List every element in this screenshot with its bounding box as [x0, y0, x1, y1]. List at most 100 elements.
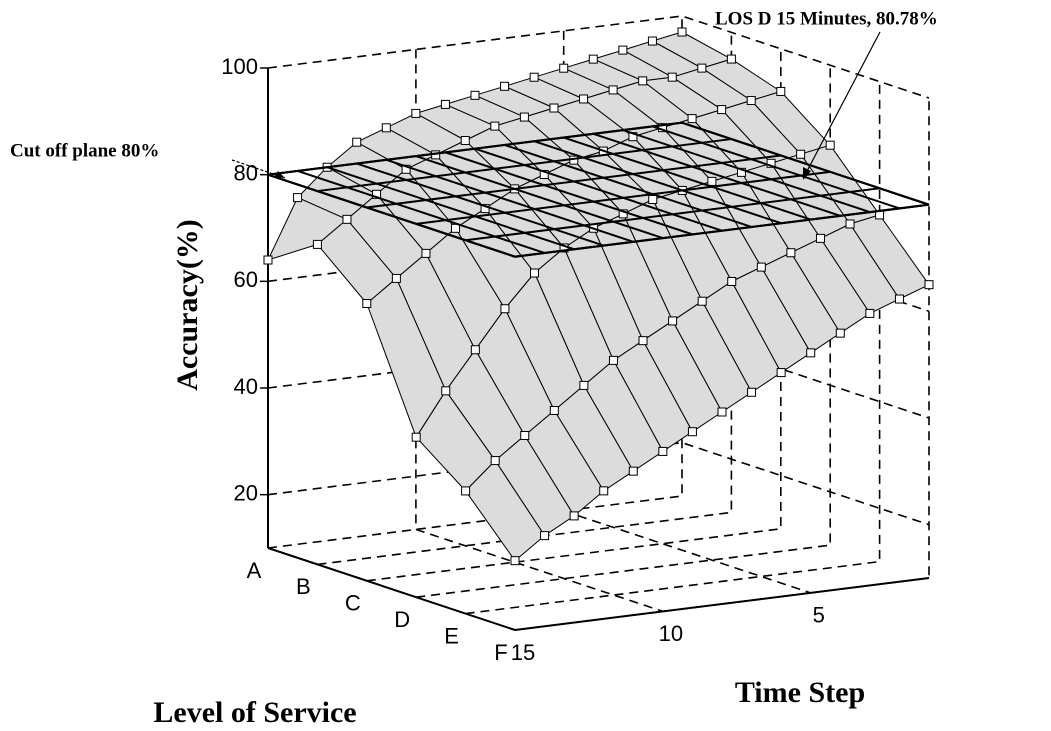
plane-grid	[504, 144, 752, 228]
data-point	[697, 296, 707, 306]
arrow-head	[274, 171, 285, 178]
data-point	[490, 121, 500, 131]
plane-grid	[415, 155, 664, 240]
plane-grid	[622, 129, 871, 214]
data-point	[588, 54, 598, 64]
data-point	[736, 167, 746, 177]
data-point	[401, 164, 411, 174]
data-point	[549, 103, 559, 113]
data-point	[411, 432, 421, 442]
z-axis-label: Accuracy(%)	[171, 219, 204, 391]
data-point	[608, 355, 618, 365]
data-point	[747, 387, 757, 397]
data-point	[825, 140, 835, 150]
data-point	[796, 149, 806, 159]
data-point	[618, 45, 628, 55]
data-point	[746, 96, 756, 106]
data-point	[451, 223, 461, 233]
annotation: Cut off plane 80%	[10, 140, 159, 161]
y-tick-label: B	[296, 574, 311, 599]
data-point	[529, 268, 539, 278]
data-point	[717, 407, 727, 417]
data-point	[806, 348, 816, 358]
data-point	[677, 27, 687, 37]
x-axis-label: Time Step	[735, 676, 865, 709]
data-point	[579, 380, 589, 390]
data-point	[776, 368, 786, 378]
z-tick-label: 20	[234, 480, 258, 505]
data-point	[697, 63, 707, 73]
data-point	[845, 219, 855, 229]
data-point	[372, 189, 382, 199]
y-tick-label: A	[247, 558, 262, 583]
data-point	[608, 85, 618, 95]
data-point	[756, 262, 766, 272]
data-point	[766, 158, 776, 168]
data-point	[894, 294, 904, 304]
plane-grid	[385, 158, 634, 243]
data-point	[421, 248, 431, 258]
data-point	[540, 531, 550, 541]
data-point	[500, 81, 510, 91]
data-point	[687, 114, 697, 124]
data-point	[628, 466, 638, 476]
data-point	[263, 255, 273, 265]
plane-grid	[326, 166, 575, 251]
data-point	[924, 280, 934, 290]
plane-grid	[533, 140, 782, 225]
z-tick-label: 40	[234, 374, 258, 399]
data-point	[786, 248, 796, 258]
data-point	[815, 233, 825, 243]
plane-grid	[592, 132, 841, 217]
arrow-head	[803, 167, 811, 180]
data-point	[776, 86, 786, 96]
z-tick-label: 60	[234, 267, 258, 292]
grid-line	[267, 441, 930, 526]
data-point	[381, 123, 391, 133]
data-point	[648, 194, 658, 204]
data-point	[727, 277, 737, 287]
grid-line	[267, 15, 930, 99]
data-point	[519, 112, 529, 122]
data-point	[529, 72, 539, 82]
z-tick-label: 80	[234, 160, 258, 185]
plane-grid	[267, 173, 516, 258]
data-point	[362, 298, 372, 308]
data-point	[618, 209, 628, 219]
data-point	[658, 446, 668, 456]
data-point	[865, 308, 875, 318]
data-point	[687, 427, 697, 437]
y-tick-label: E	[444, 623, 459, 648]
plane-grid	[356, 162, 605, 247]
y-tick-label: D	[394, 607, 410, 632]
annotation: LOS D 15 Minutes, 80.78%	[715, 8, 938, 29]
data-point	[549, 405, 559, 415]
data-point	[352, 137, 362, 147]
data-point	[539, 170, 549, 180]
data-point	[312, 239, 322, 249]
data-point	[440, 99, 450, 109]
plane-grid	[445, 151, 693, 236]
data-point	[470, 90, 480, 100]
data-point	[638, 336, 648, 346]
data-point	[510, 556, 520, 566]
y-tick-label: C	[345, 591, 361, 616]
data-point	[559, 63, 569, 73]
data-point	[490, 456, 500, 466]
data-point	[638, 76, 648, 86]
data-point	[342, 214, 352, 224]
data-point	[391, 273, 401, 283]
plane-grid	[681, 121, 930, 206]
data-point	[411, 108, 421, 118]
data-point	[480, 204, 490, 214]
data-point	[460, 135, 470, 145]
plane-grid	[297, 170, 545, 254]
axis-line	[267, 547, 516, 631]
data-point	[441, 386, 451, 396]
data-point	[569, 511, 579, 521]
axis-line	[514, 577, 930, 631]
data-point	[470, 345, 480, 355]
data-point	[293, 193, 303, 203]
z-tick-label: 100	[221, 54, 258, 79]
